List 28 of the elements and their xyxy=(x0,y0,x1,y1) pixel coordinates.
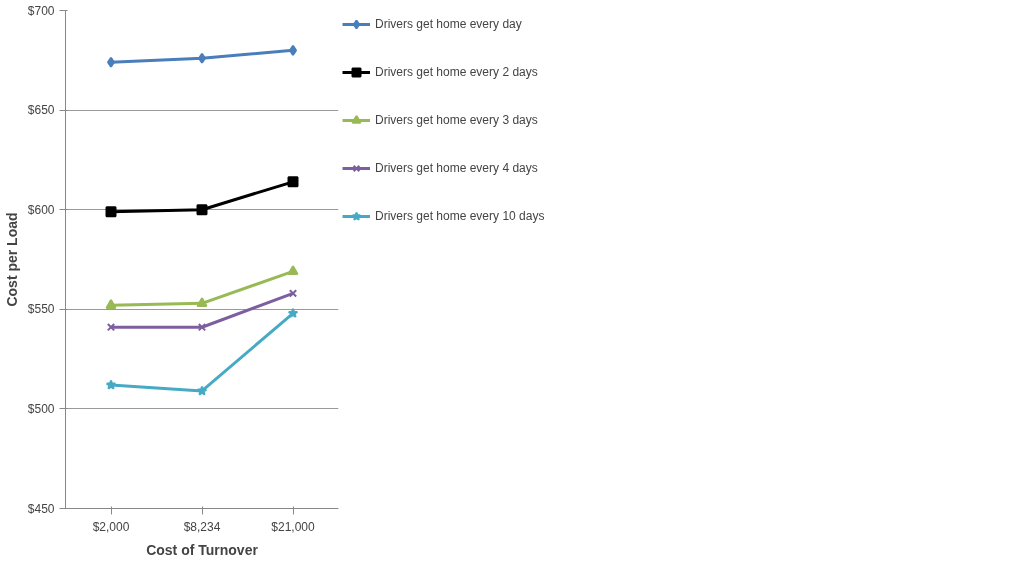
y-tick-label: $600 xyxy=(27,202,55,217)
point xyxy=(287,176,299,188)
point xyxy=(105,299,117,309)
point xyxy=(196,385,208,396)
point xyxy=(287,307,299,318)
y-tick-label: $500 xyxy=(27,401,55,416)
y-tick-label: $700 xyxy=(27,3,55,18)
point xyxy=(105,379,117,390)
x-tick-label: $2,000 xyxy=(92,519,130,534)
legend-label: Drivers get home every 4 days xyxy=(375,161,538,175)
point xyxy=(105,206,117,218)
y-tick-label: $650 xyxy=(27,103,55,118)
y-tick-label: $550 xyxy=(27,302,55,317)
point xyxy=(287,265,299,276)
point xyxy=(196,204,208,216)
x-axis-title: Cost of Turnover xyxy=(146,541,259,558)
legend-label: Drivers get home every day xyxy=(375,17,522,31)
point xyxy=(106,323,116,332)
point xyxy=(196,297,208,307)
x-tick-label: $21,000 xyxy=(271,519,316,534)
y-tick-label: $450 xyxy=(27,501,55,516)
y-axis-title: Cost per Load xyxy=(3,212,20,307)
x-tick-label: $8,234 xyxy=(183,519,221,534)
legend-label: Drivers get home every 10 days xyxy=(375,209,545,223)
legend-label: Drivers get home every 3 days xyxy=(375,113,538,127)
point xyxy=(197,323,207,332)
point xyxy=(288,289,298,298)
legend-label: Drivers get home every 2 days xyxy=(375,65,538,79)
